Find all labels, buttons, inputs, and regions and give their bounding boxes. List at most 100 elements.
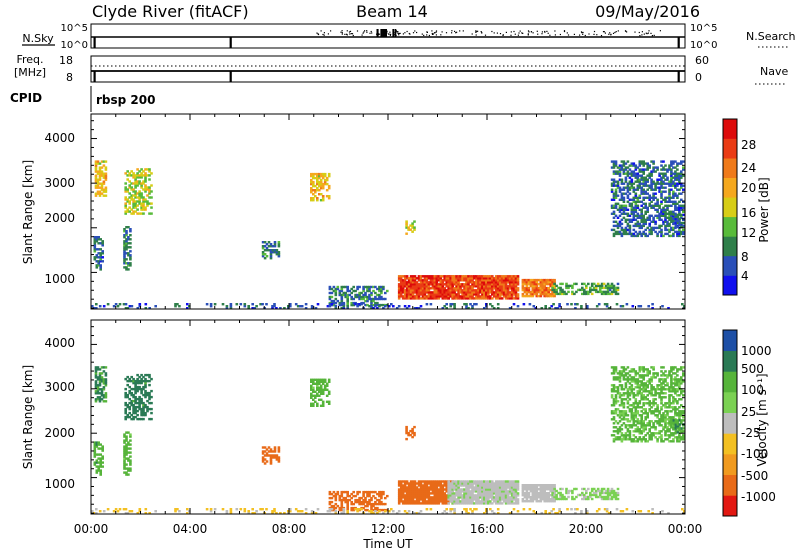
velocity-cell bbox=[628, 378, 632, 381]
velocity-cell bbox=[506, 484, 510, 487]
power-cell bbox=[580, 307, 583, 309]
power-cell bbox=[644, 212, 647, 215]
power-cell bbox=[670, 180, 673, 183]
power-cell bbox=[483, 293, 486, 296]
power-cell bbox=[634, 200, 638, 203]
velocity-cell bbox=[614, 400, 618, 403]
power-cell bbox=[475, 295, 478, 298]
power-cell bbox=[510, 291, 514, 294]
velocity-cell bbox=[477, 486, 480, 489]
power-cell bbox=[672, 176, 675, 179]
velocity-cell bbox=[543, 494, 546, 497]
nsearch-dot bbox=[625, 30, 627, 32]
power-cell bbox=[134, 210, 137, 213]
velocity-cell bbox=[626, 406, 630, 409]
power-cell bbox=[431, 279, 435, 282]
velocity-cell bbox=[487, 496, 490, 499]
velocity-cell bbox=[565, 489, 568, 493]
power-cell bbox=[364, 303, 367, 307]
power-cell bbox=[134, 206, 137, 209]
velocity-cell bbox=[469, 498, 472, 501]
power-cell bbox=[427, 289, 431, 292]
power-cell bbox=[492, 307, 496, 309]
power-cell bbox=[123, 258, 126, 261]
velocity-cell bbox=[265, 452, 269, 455]
power-cell bbox=[443, 291, 446, 294]
power-cell bbox=[483, 295, 486, 298]
nsearch-dot bbox=[634, 31, 636, 33]
velocity-cell bbox=[144, 389, 147, 393]
velocity-cell bbox=[636, 386, 640, 389]
power-cell bbox=[479, 277, 482, 280]
power-cell bbox=[648, 232, 651, 236]
power-cell bbox=[98, 162, 102, 165]
power-cell bbox=[496, 277, 500, 280]
velocity-cell bbox=[142, 417, 145, 421]
velocity-cell bbox=[636, 406, 640, 409]
velocity-cell bbox=[415, 512, 419, 514]
velocity-cell bbox=[571, 495, 574, 499]
velocity-cell bbox=[287, 510, 290, 513]
power-cell bbox=[672, 160, 675, 163]
power-cell bbox=[417, 289, 421, 292]
power-cell bbox=[421, 279, 425, 282]
power-cell bbox=[124, 190, 127, 193]
velocity-cell bbox=[273, 454, 277, 457]
velocity-cell bbox=[128, 397, 131, 401]
velocity-cell bbox=[626, 402, 630, 405]
velocity-cell bbox=[500, 484, 504, 487]
power-cell bbox=[630, 204, 634, 207]
velocity-cell bbox=[508, 498, 512, 501]
power-cell bbox=[475, 285, 478, 288]
power-cell bbox=[500, 275, 504, 278]
power-cell bbox=[372, 303, 375, 307]
velocity-cell bbox=[261, 456, 265, 459]
power-cell bbox=[638, 232, 642, 236]
power-cell bbox=[125, 262, 128, 265]
velocity-cell bbox=[551, 496, 554, 499]
velocity-cell bbox=[146, 379, 149, 383]
velocity-cell bbox=[421, 498, 425, 501]
power-cell bbox=[644, 176, 647, 179]
power-cell bbox=[405, 283, 409, 286]
power-cell bbox=[614, 188, 618, 191]
power-cell bbox=[144, 174, 147, 177]
velocity-cell bbox=[128, 510, 132, 513]
power-cell bbox=[523, 294, 527, 298]
power-cell bbox=[415, 295, 419, 298]
power-cell bbox=[437, 283, 441, 286]
velocity-cell bbox=[491, 482, 494, 485]
power-cell bbox=[132, 204, 135, 207]
power-cell bbox=[473, 283, 476, 286]
velocity-cell bbox=[124, 393, 127, 397]
power-cell bbox=[622, 216, 626, 219]
power-cell bbox=[670, 172, 673, 175]
power-cell bbox=[636, 174, 640, 177]
power-cell bbox=[321, 176, 325, 180]
power-cell bbox=[459, 297, 462, 300]
velocity-cell bbox=[479, 488, 482, 491]
power-cell bbox=[610, 282, 614, 286]
power-cell bbox=[325, 182, 329, 186]
velocity-cell bbox=[585, 489, 588, 493]
velocity-cell bbox=[314, 390, 317, 393]
velocity-cell bbox=[594, 489, 598, 493]
velocity-cell bbox=[624, 382, 628, 385]
power-cell bbox=[443, 293, 446, 296]
velocity-cell bbox=[491, 492, 494, 495]
velocity-cell bbox=[275, 456, 279, 459]
velocity-cell bbox=[423, 492, 427, 495]
power-cell bbox=[413, 226, 416, 229]
velocity-cell bbox=[431, 482, 435, 485]
power-cell bbox=[636, 214, 640, 217]
velocity-cell bbox=[146, 407, 149, 411]
velocity-cell bbox=[340, 506, 344, 510]
power-cell bbox=[453, 275, 456, 278]
velocity-cell bbox=[455, 502, 458, 505]
power-cell bbox=[622, 204, 626, 207]
power-cell bbox=[439, 287, 443, 290]
power-cell bbox=[126, 174, 129, 177]
power-cell bbox=[98, 178, 102, 181]
velocity-cell bbox=[370, 510, 373, 513]
power-cell bbox=[626, 166, 630, 169]
